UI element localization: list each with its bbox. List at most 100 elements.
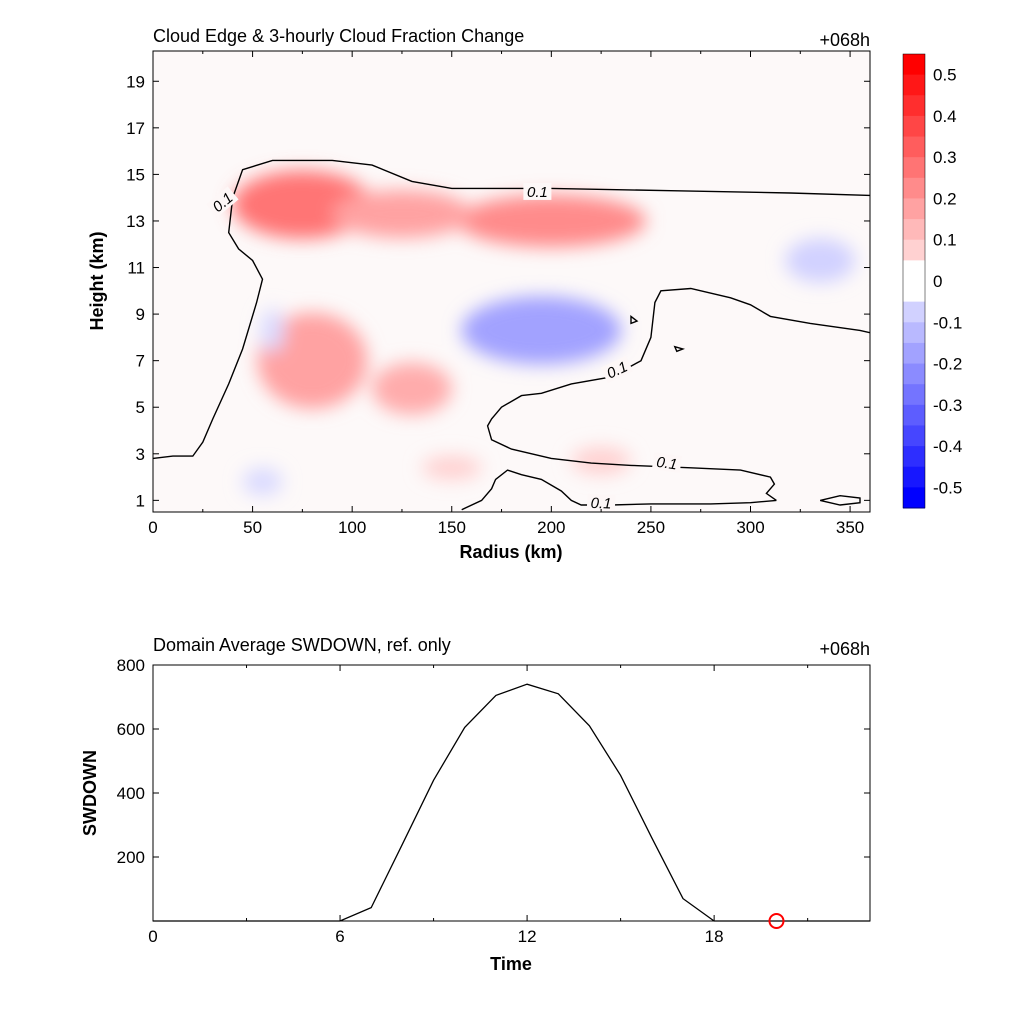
top-x-tick-label: 300 bbox=[736, 518, 764, 537]
heatmap-blobs bbox=[232, 170, 856, 496]
colorbar-tick-label: 0.2 bbox=[933, 189, 957, 208]
contour-line bbox=[820, 494, 861, 506]
colorbar-cell bbox=[903, 425, 925, 447]
top-y-tick-label: 15 bbox=[126, 165, 145, 184]
heatmap-feature-negative bbox=[461, 296, 622, 365]
top-x-tick-label: 200 bbox=[537, 518, 565, 537]
top-chart-time-label: +068h bbox=[819, 30, 870, 50]
contour-label-bg bbox=[651, 452, 683, 473]
contour-line bbox=[461, 469, 777, 511]
bottom-y-tick-label: 200 bbox=[117, 848, 145, 867]
cloud-fraction-panel: Cloud Edge & 3-hourly Cloud Fraction Cha… bbox=[87, 26, 871, 562]
heatmap-feature-negative bbox=[260, 308, 285, 353]
colorbar-cell bbox=[903, 487, 925, 509]
bottom-x-tick-label: 0 bbox=[148, 927, 157, 946]
top-y-tick-label: 1 bbox=[136, 491, 145, 510]
top-y-tick-label: 9 bbox=[136, 305, 145, 324]
colorbar-tick-label: -0.5 bbox=[933, 478, 962, 497]
bottom-chart-title: Domain Average SWDOWN, ref. only bbox=[153, 635, 451, 655]
top-y-tick-label: 11 bbox=[127, 259, 145, 278]
contour-layer bbox=[153, 159, 870, 511]
colorbar-tick-label: -0.1 bbox=[933, 313, 962, 332]
colorbar-cell bbox=[903, 198, 925, 220]
colorbar-cell bbox=[903, 281, 925, 303]
top-chart-title: Cloud Edge & 3-hourly Cloud Fraction Cha… bbox=[153, 26, 524, 46]
colorbar-tick-label: -0.4 bbox=[933, 437, 962, 456]
bottom-x-axis-label: Time bbox=[490, 954, 532, 974]
colorbar-frame bbox=[902, 53, 926, 509]
bottom-axis-ticks: 0 6 12 18 200 400 600 800 bbox=[117, 656, 870, 946]
colorbar-cell bbox=[903, 301, 925, 323]
colorbar-cell bbox=[903, 219, 925, 241]
top-y-tick-label: 19 bbox=[126, 72, 145, 91]
contour-label: 0.1 bbox=[586, 493, 616, 513]
colorbar: 0.5 0.4 0.3 0.2 0.1 0 -0.1 -0.2 -0.3 -0.4 -0.5 bbox=[902, 53, 962, 509]
top-x-tick-label: 150 bbox=[438, 518, 466, 537]
colorbar-cell bbox=[903, 342, 925, 365]
colorbar-cell bbox=[903, 466, 925, 488]
top-y-tick-label: 5 bbox=[136, 398, 145, 417]
top-y-tick-label: 3 bbox=[136, 445, 145, 464]
bottom-y-axis-label: SWDOWN bbox=[80, 750, 100, 836]
heatmap-feature-positive bbox=[331, 189, 472, 238]
colorbar-tick-label: -0.2 bbox=[933, 355, 962, 374]
heatmap-feature-negative bbox=[242, 467, 283, 496]
bottom-x-tick-label: 18 bbox=[705, 927, 724, 946]
top-x-axis-label: Radius (km) bbox=[459, 542, 562, 562]
bottom-x-tick-label: 12 bbox=[518, 927, 537, 946]
contour-line bbox=[486, 287, 870, 501]
colorbar-cell bbox=[903, 157, 925, 179]
colorbar-cells bbox=[903, 54, 925, 509]
contour-label-bg bbox=[206, 186, 239, 218]
colorbar-cell bbox=[903, 177, 925, 199]
contour-label-text: 0.1 bbox=[655, 454, 678, 474]
contour-label-text: 0.1 bbox=[590, 495, 611, 513]
top-y-tick-label: 17 bbox=[126, 119, 145, 138]
colorbar-cell bbox=[903, 322, 925, 344]
bottom-plot-frame bbox=[152, 664, 871, 922]
colorbar-tick-label: 0.4 bbox=[933, 107, 957, 126]
top-x-tick-label: 250 bbox=[637, 518, 665, 537]
colorbar-cell bbox=[903, 74, 925, 96]
colorbar-cell bbox=[903, 95, 925, 117]
top-y-axis-label: Height (km) bbox=[87, 231, 107, 330]
colorbar-cell bbox=[903, 136, 925, 158]
bottom-chart-time-label: +068h bbox=[819, 639, 870, 659]
top-y-tick-label: 13 bbox=[126, 212, 145, 231]
bottom-x-tick-label: 6 bbox=[335, 927, 344, 946]
colorbar-cell bbox=[903, 239, 925, 261]
top-x-tick-label: 350 bbox=[836, 518, 864, 537]
top-x-tick-label: 100 bbox=[338, 518, 366, 537]
bottom-y-tick-label: 600 bbox=[117, 720, 145, 739]
colorbar-labels: 0.5 0.4 0.3 0.2 0.1 0 -0.1 -0.2 -0.3 -0.4 -0.5 bbox=[933, 66, 962, 498]
contour-label-bg bbox=[586, 493, 616, 512]
colorbar-tick-label: 0.5 bbox=[933, 66, 957, 85]
heatmap-feature-positive bbox=[456, 194, 647, 247]
top-x-tick-label: 50 bbox=[243, 518, 262, 537]
colorbar-cell bbox=[903, 260, 925, 282]
colorbar-tick-label: 0.3 bbox=[933, 148, 957, 167]
colorbar-cell bbox=[903, 384, 925, 406]
contour-line bbox=[630, 314, 639, 325]
colorbar-cell bbox=[903, 54, 925, 76]
heatmap-feature-positive bbox=[371, 362, 452, 415]
heatmap-feature-positive bbox=[571, 446, 632, 475]
contour-label: 0.1 bbox=[523, 182, 552, 201]
swdown-series-line bbox=[153, 683, 870, 922]
contour-label: 0.1 bbox=[651, 452, 683, 474]
colorbar-tick-label: -0.3 bbox=[933, 396, 962, 415]
colorbar-cell bbox=[903, 363, 925, 385]
colorbar-cell bbox=[903, 446, 925, 468]
contour-label-text: 0.1 bbox=[527, 184, 548, 201]
colorbar-tick-label: 0.1 bbox=[933, 231, 957, 250]
heatmap-feature-positive bbox=[257, 312, 368, 409]
heatmap-feature-positive bbox=[421, 455, 482, 480]
swdown-panel: Domain Average SWDOWN, ref. only +068h 0… bbox=[80, 635, 871, 974]
bottom-y-tick-label: 400 bbox=[117, 784, 145, 803]
colorbar-tick-label: 0 bbox=[933, 272, 942, 291]
top-plot-background bbox=[153, 51, 870, 512]
colorbar-cell bbox=[903, 404, 925, 426]
current-time-marker bbox=[768, 913, 785, 929]
contour-line bbox=[153, 159, 870, 460]
